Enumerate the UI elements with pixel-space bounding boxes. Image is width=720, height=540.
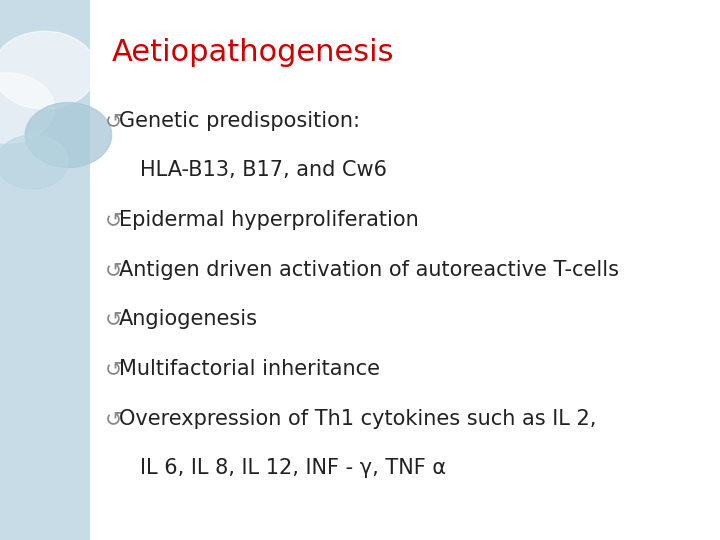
FancyBboxPatch shape (0, 0, 90, 540)
Circle shape (0, 135, 68, 189)
Text: ↺: ↺ (104, 260, 122, 280)
Text: HLA-B13, B17, and Cw6: HLA-B13, B17, and Cw6 (140, 160, 387, 180)
Text: ↺: ↺ (104, 359, 122, 379)
Text: Angiogenesis: Angiogenesis (119, 309, 258, 329)
Circle shape (0, 31, 96, 109)
Text: IL 6, IL 8, IL 12, INF - γ, TNF α: IL 6, IL 8, IL 12, INF - γ, TNF α (140, 458, 446, 478)
Text: Antigen driven activation of autoreactive T-cells: Antigen driven activation of autoreactiv… (119, 260, 618, 280)
Text: ↺: ↺ (104, 111, 122, 131)
Text: Epidermal hyperproliferation: Epidermal hyperproliferation (119, 210, 418, 230)
Text: ↺: ↺ (104, 309, 122, 329)
Text: ↺: ↺ (104, 409, 122, 429)
Text: ↺: ↺ (104, 210, 122, 230)
Text: Aetiopathogenesis: Aetiopathogenesis (112, 38, 394, 67)
Text: Multifactorial inheritance: Multifactorial inheritance (119, 359, 380, 379)
Text: Genetic predisposition:: Genetic predisposition: (119, 111, 360, 131)
Circle shape (0, 73, 54, 143)
Circle shape (25, 103, 112, 167)
Text: Overexpression of Th1 cytokines such as IL 2,: Overexpression of Th1 cytokines such as … (119, 409, 596, 429)
